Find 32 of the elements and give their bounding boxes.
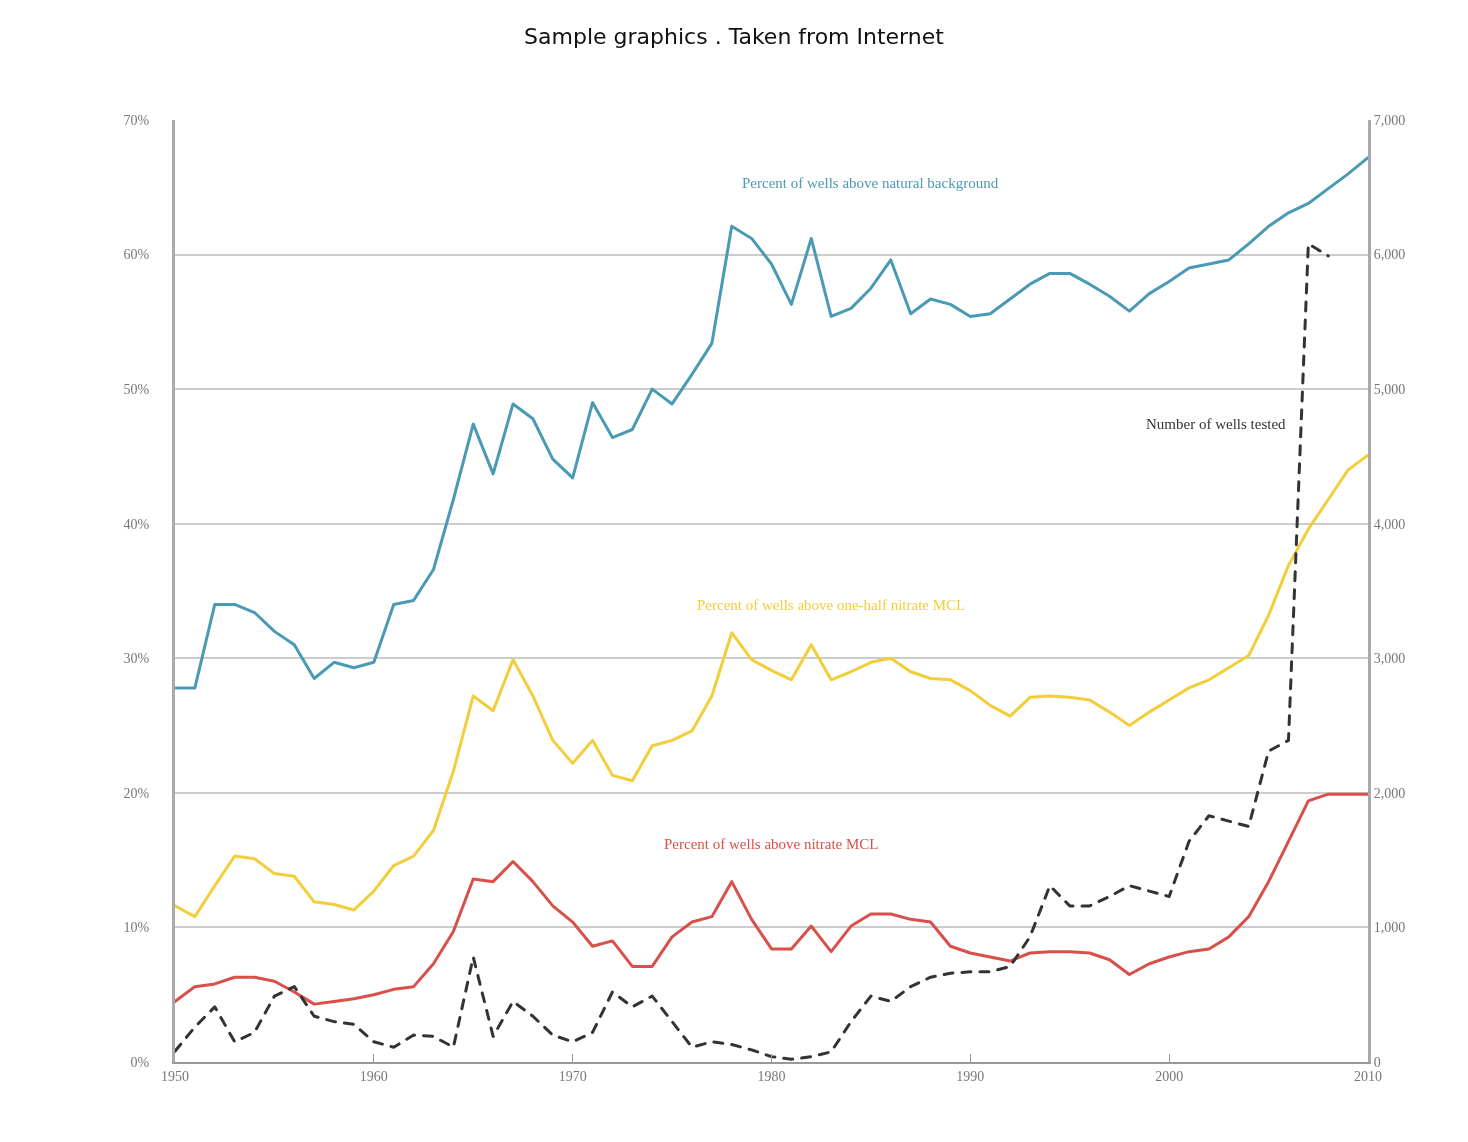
y-tick-label: 50% — [123, 382, 150, 398]
y2-tick-label: 6,000 — [1373, 247, 1406, 263]
line-series — [175, 156, 1368, 690]
y2-tick-label: 2,000 — [1373, 785, 1406, 801]
x-tick-label: 1950 — [161, 1068, 189, 1084]
text: Percent of wells above nitrate MCL — [664, 836, 879, 852]
y-tick-label: 30% — [123, 651, 150, 667]
x-tick-label: 2000 — [1155, 1068, 1184, 1084]
text: Percent of wells above one-half nitrate MCL — [697, 597, 966, 613]
y2-tick-label: 4,000 — [1373, 516, 1406, 532]
x-tick-label: 1960 — [359, 1068, 388, 1084]
x-tick-label: 1980 — [757, 1068, 786, 1084]
y2-tick-label: 7,000 — [1373, 112, 1406, 128]
line-series — [175, 453, 1368, 919]
y-tick-label: 70% — [123, 112, 150, 128]
text: Percent of wells above natural background — [742, 175, 999, 191]
y2-tick-label: 3,000 — [1373, 651, 1406, 667]
chart-title: Sample graphics . Taken from Internet — [524, 23, 945, 49]
y2-tick-label: 5,000 — [1373, 382, 1406, 398]
y-tick-label: 10% — [123, 920, 150, 936]
y2-tick-label: 0 — [1373, 1054, 1381, 1070]
line-series — [175, 792, 1368, 1006]
y-tick-label: 40% — [123, 516, 150, 532]
series-label: Number of wells tested — [1146, 416, 1287, 432]
x-tick-label: 2010 — [1354, 1068, 1382, 1084]
y2-tick-label: 1,000 — [1373, 920, 1406, 936]
x-tick-label: 1970 — [558, 1068, 587, 1084]
y-tick-label: 0% — [130, 1054, 150, 1070]
line-series — [175, 242, 1330, 1061]
y-tick-label: 60% — [123, 247, 150, 263]
x-tick-label: 1990 — [956, 1068, 985, 1084]
y-tick-label: 20% — [123, 785, 150, 801]
